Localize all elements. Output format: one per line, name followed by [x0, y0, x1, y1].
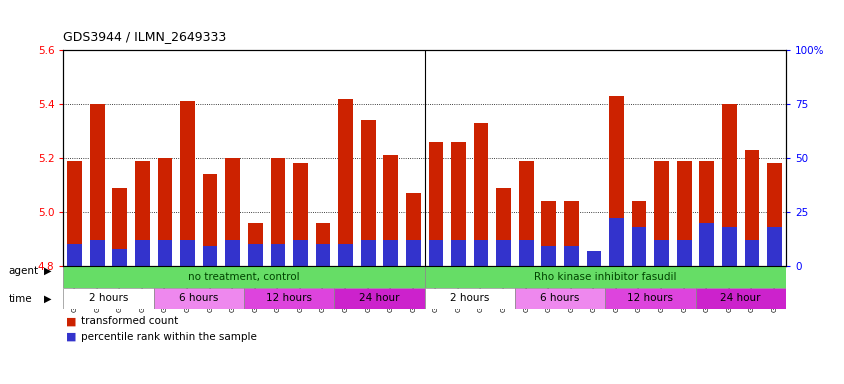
Text: Rho kinase inhibitor fasudil: Rho kinase inhibitor fasudil [533, 272, 676, 282]
Bar [609, 96, 623, 266]
Bar [63, 288, 154, 309]
Bar [604, 288, 695, 309]
Text: percentile rank within the sample: percentile rank within the sample [81, 332, 257, 342]
Text: agent: agent [8, 266, 39, 276]
Bar [541, 201, 555, 266]
Bar [699, 223, 713, 266]
Text: ▶: ▶ [44, 294, 51, 304]
Text: 6 hours: 6 hours [179, 293, 219, 303]
Bar [68, 161, 82, 266]
Bar [766, 163, 781, 266]
Bar [293, 240, 307, 266]
Bar [338, 244, 353, 266]
Bar [518, 161, 533, 266]
Bar [135, 161, 149, 266]
Bar [68, 244, 82, 266]
Bar [631, 201, 646, 266]
Bar [518, 240, 533, 266]
Bar [744, 240, 759, 266]
Text: 24 hour: 24 hour [720, 293, 760, 303]
Bar [451, 142, 465, 266]
Bar [699, 161, 713, 266]
Bar [225, 158, 240, 266]
Text: 6 hours: 6 hours [540, 293, 579, 303]
Bar [293, 163, 307, 266]
Bar [766, 227, 781, 266]
Text: 24 hour: 24 hour [359, 293, 399, 303]
Bar [586, 251, 601, 266]
Bar [586, 255, 601, 266]
Bar [451, 240, 465, 266]
Bar [631, 227, 646, 266]
Bar [695, 288, 785, 309]
Bar [495, 188, 511, 266]
Bar [63, 266, 425, 288]
Bar [89, 240, 105, 266]
Bar [270, 244, 285, 266]
Bar [744, 150, 759, 266]
Bar [428, 142, 443, 266]
Bar [473, 240, 488, 266]
Bar [425, 266, 785, 288]
Bar [244, 288, 334, 309]
Bar [225, 240, 240, 266]
Bar [154, 288, 244, 309]
Bar [425, 288, 514, 309]
Bar [360, 120, 375, 266]
Bar [514, 288, 604, 309]
Bar [89, 104, 105, 266]
Bar [180, 240, 195, 266]
Bar [360, 240, 375, 266]
Text: ▶: ▶ [44, 266, 51, 276]
Text: 2 hours: 2 hours [89, 293, 128, 303]
Bar [676, 161, 690, 266]
Text: 12 hours: 12 hours [626, 293, 673, 303]
Bar [541, 247, 555, 266]
Bar [247, 244, 262, 266]
Text: transformed count: transformed count [81, 316, 178, 326]
Bar [405, 193, 420, 266]
Bar [158, 158, 172, 266]
Bar [112, 188, 127, 266]
Bar [383, 240, 398, 266]
Text: ■: ■ [66, 316, 76, 326]
Bar [316, 244, 330, 266]
Text: time: time [8, 294, 32, 304]
Bar [563, 201, 578, 266]
Bar [473, 123, 488, 266]
Bar [563, 247, 578, 266]
Bar [676, 240, 690, 266]
Bar [270, 158, 285, 266]
Text: ■: ■ [66, 332, 76, 342]
Bar [203, 174, 217, 266]
Bar [405, 240, 420, 266]
Bar [158, 240, 172, 266]
Bar [653, 240, 668, 266]
Bar [653, 161, 668, 266]
Bar [383, 155, 398, 266]
Bar [722, 227, 736, 266]
Bar [112, 249, 127, 266]
Bar [334, 288, 425, 309]
Text: no treatment, control: no treatment, control [188, 272, 300, 282]
Bar [609, 218, 623, 266]
Bar [247, 223, 262, 266]
Bar [338, 99, 353, 266]
Bar [495, 240, 511, 266]
Bar [203, 247, 217, 266]
Bar [180, 101, 195, 266]
Bar [316, 223, 330, 266]
Text: 12 hours: 12 hours [266, 293, 311, 303]
Bar [428, 240, 443, 266]
Bar [722, 104, 736, 266]
Text: GDS3944 / ILMN_2649333: GDS3944 / ILMN_2649333 [63, 30, 226, 43]
Text: 2 hours: 2 hours [450, 293, 489, 303]
Bar [135, 240, 149, 266]
